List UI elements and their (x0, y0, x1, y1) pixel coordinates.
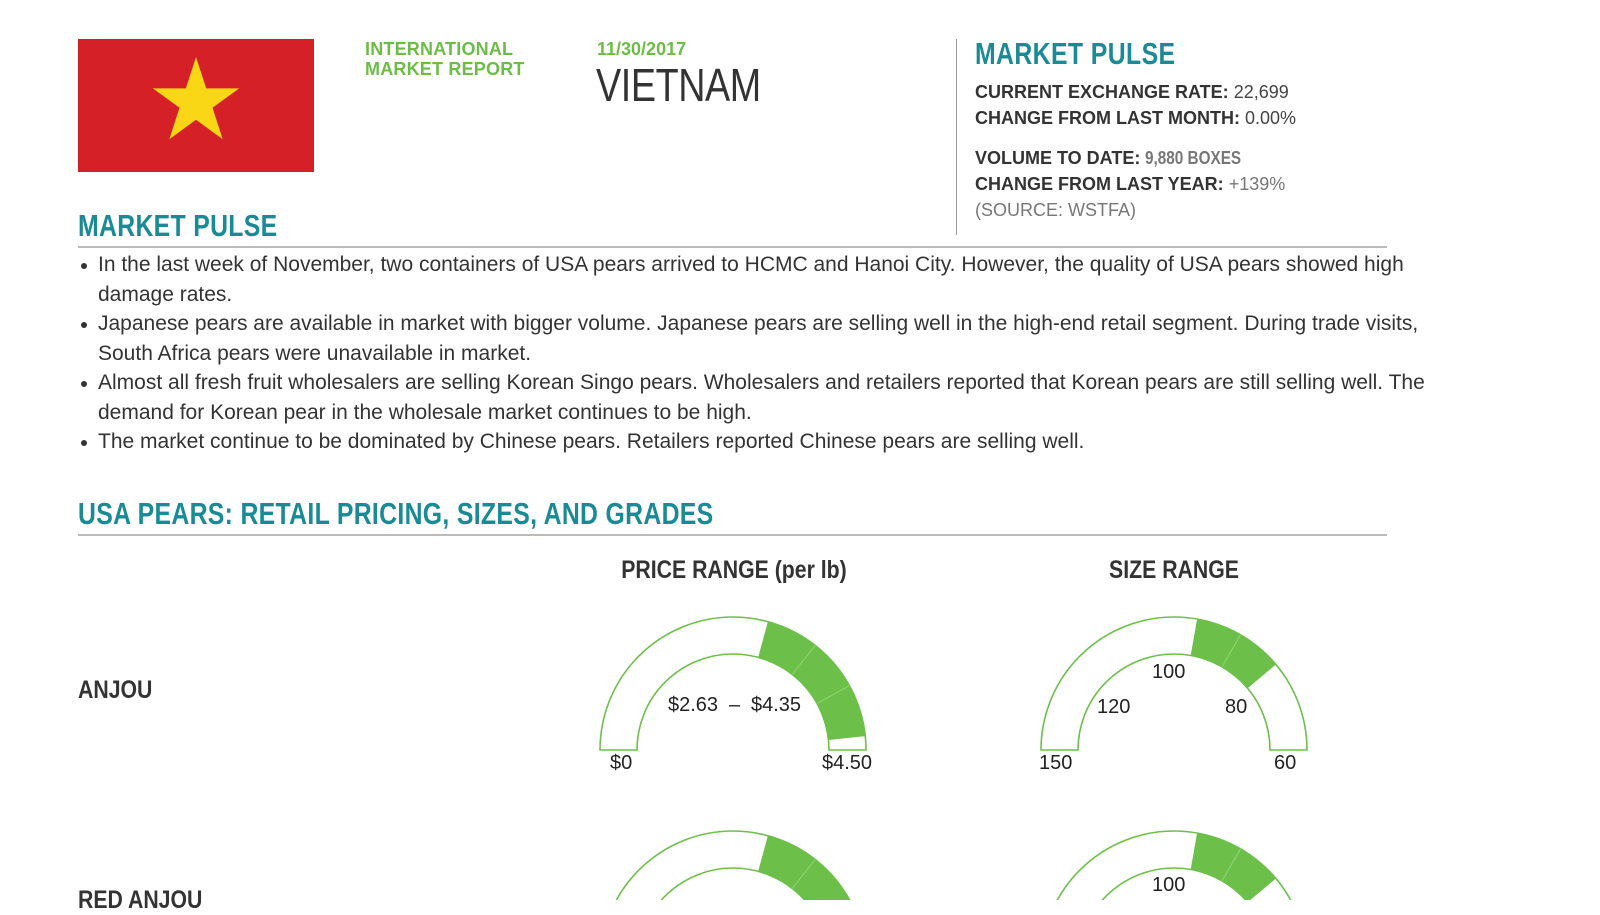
price-gauge-red-anjou (600, 831, 866, 900)
price-range-dash: – (729, 694, 741, 716)
size-tick-120: 120 (1097, 696, 1130, 718)
price-min-label: $0 (610, 752, 632, 774)
size-gauge-anjou: 150 60 120 100 80 (1039, 617, 1307, 774)
price-gauge-anjou: $0 $4.50 $2.63 – $4.35 (600, 617, 872, 774)
size-tick-100: 100 (1152, 874, 1185, 896)
size-left-label: 150 (1039, 752, 1072, 774)
size-tick-100: 100 (1152, 661, 1185, 683)
price-high-value: $4.35 (751, 694, 801, 716)
price-max-label: $4.50 (822, 752, 872, 774)
size-tick-80: 80 (1225, 696, 1247, 718)
size-right-label: 60 (1274, 752, 1296, 774)
size-gauge-red-anjou: 100 (1041, 831, 1307, 900)
price-low-value: $2.63 (668, 694, 718, 716)
